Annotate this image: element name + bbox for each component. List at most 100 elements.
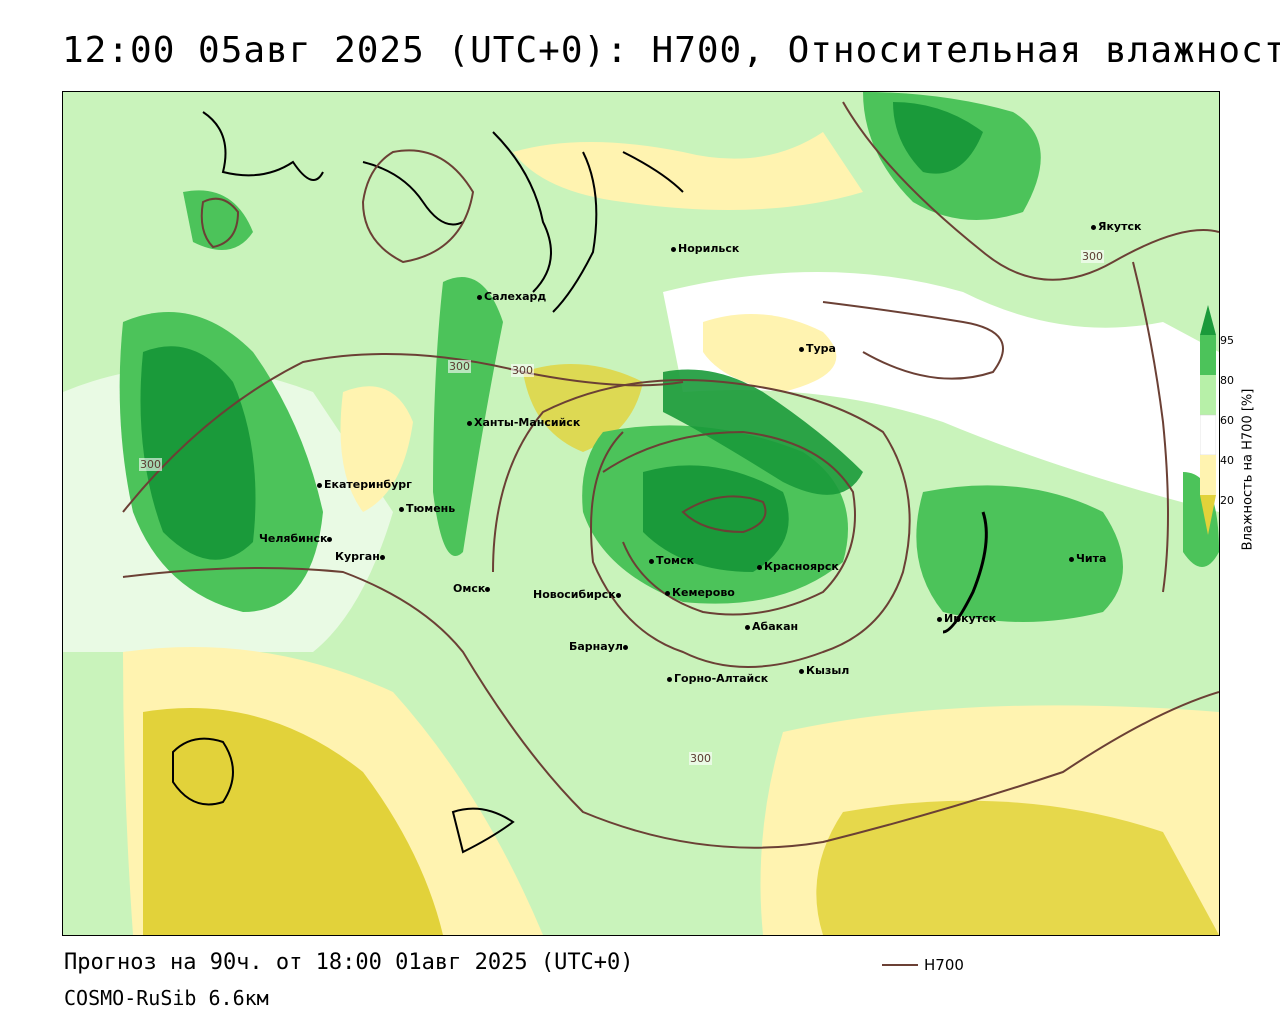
city-dot bbox=[649, 558, 654, 564]
contour-legend-line bbox=[882, 964, 918, 966]
h700-contour bbox=[200, 197, 240, 249]
city-kyzyl: Кызыл bbox=[799, 664, 849, 677]
city-label: Кемерово bbox=[672, 586, 735, 599]
dry-area bbox=[513, 132, 863, 210]
dry-area bbox=[703, 314, 837, 392]
city-label: Салехард bbox=[484, 290, 547, 303]
contour-label: 300 bbox=[139, 458, 162, 471]
city-dot bbox=[477, 294, 482, 300]
moist-area bbox=[916, 485, 1123, 622]
very-dry-area bbox=[816, 800, 1219, 935]
h700-contour bbox=[122, 567, 1219, 849]
coastline bbox=[202, 111, 684, 313]
city-dot bbox=[665, 590, 670, 596]
city-label: Екатеринбург bbox=[324, 478, 412, 491]
very-moist-area bbox=[643, 465, 789, 572]
city-omsk: Омск bbox=[453, 582, 492, 595]
colorbar-tick: 60 bbox=[1220, 414, 1234, 427]
city-gorno-altaysk: Горно-Алтайск bbox=[667, 672, 768, 685]
city-dot bbox=[757, 564, 762, 570]
very-dry-area bbox=[143, 708, 443, 935]
city-yakutsk: Якутск bbox=[1091, 220, 1141, 233]
city-label: Курган bbox=[335, 550, 380, 563]
city-novosibirsk: Новосибирск bbox=[533, 588, 623, 601]
colorbar-tick: 95 bbox=[1220, 334, 1234, 347]
colorbar-title: Влажность на H700 [%] bbox=[1240, 388, 1256, 551]
contour-label: 300 bbox=[689, 752, 712, 765]
colorbar-tick: 20 bbox=[1220, 494, 1234, 507]
city-salekhard: Салехард bbox=[477, 290, 546, 303]
moist-area bbox=[433, 277, 503, 556]
map-canvas bbox=[63, 92, 1219, 935]
city-dot bbox=[745, 624, 750, 630]
h700-contour bbox=[492, 379, 911, 668]
city-norilsk: Норильск bbox=[671, 242, 739, 255]
city-label: Красноярск bbox=[764, 560, 839, 573]
city-krasnoyarsk: Красноярск bbox=[757, 560, 839, 573]
city-kemerovo: Кемерово bbox=[665, 586, 735, 599]
h700-contour bbox=[602, 430, 856, 616]
city-yekaterinburg: Екатеринбург bbox=[317, 478, 412, 491]
city-label: Новосибирск bbox=[533, 588, 616, 601]
humidity-map: 300 300 300 300 300 Якутск Норильск Сале… bbox=[62, 91, 1220, 936]
city-dot bbox=[667, 676, 672, 682]
city-label: Абакан bbox=[752, 620, 799, 633]
city-label: Ханты-Мансийск bbox=[474, 416, 581, 429]
city-label: Якутск bbox=[1098, 220, 1142, 233]
city-label: Норильск bbox=[678, 242, 740, 255]
city-dot bbox=[379, 554, 385, 560]
h700-contours bbox=[122, 101, 1219, 849]
city-dot bbox=[799, 668, 804, 674]
city-dot bbox=[485, 586, 491, 592]
city-dot bbox=[1069, 556, 1074, 562]
city-chita: Чита bbox=[1069, 552, 1106, 565]
city-barnaul: Барнаул bbox=[569, 640, 630, 653]
city-chelyabinsk: Челябинск bbox=[259, 532, 334, 545]
lake-outline bbox=[942, 511, 988, 634]
city-irkutsk: Иркутск bbox=[937, 612, 996, 625]
city-tura: Тура bbox=[799, 342, 836, 355]
h700-contour bbox=[842, 101, 1219, 281]
city-label: Чита bbox=[1076, 552, 1107, 565]
city-dot bbox=[622, 644, 628, 650]
city-tyumen: Тюмень bbox=[399, 502, 455, 515]
city-dot bbox=[317, 482, 322, 488]
h700-contour bbox=[822, 301, 1004, 380]
very-dry-area bbox=[523, 364, 643, 452]
humidity-colorbar bbox=[1199, 305, 1217, 535]
city-label: Иркутск bbox=[944, 612, 997, 625]
city-khanty-mansiysk: Ханты-Мансийск bbox=[467, 416, 580, 429]
city-label: Кызыл bbox=[806, 664, 850, 677]
city-dot bbox=[671, 246, 676, 252]
very-moist-area bbox=[893, 102, 983, 174]
forecast-info: Прогноз на 90ч. от 18:00 01авг 2025 (UTC… bbox=[64, 950, 634, 975]
city-dot bbox=[937, 616, 942, 622]
lake-outline bbox=[172, 737, 234, 806]
city-tomsk: Томск bbox=[649, 554, 694, 567]
city-dot bbox=[799, 346, 804, 352]
city-label: Тура bbox=[806, 342, 836, 355]
city-label: Челябинск bbox=[259, 532, 328, 545]
colorbar-tick: 80 bbox=[1220, 374, 1234, 387]
city-dot bbox=[399, 506, 404, 512]
city-abakan: Абакан bbox=[745, 620, 798, 633]
very-moist-area bbox=[663, 369, 863, 495]
contour-label: 300 bbox=[511, 364, 534, 377]
contour-label: 300 bbox=[448, 360, 471, 373]
contour-legend-label: H700 bbox=[924, 956, 964, 974]
dry-area bbox=[340, 386, 413, 512]
lake-outline bbox=[451, 807, 515, 854]
city-dot bbox=[615, 592, 621, 598]
moist-area bbox=[183, 190, 253, 250]
map-title: 12:00 05авг 2025 (UTC+0): H700, Относите… bbox=[62, 30, 1280, 71]
city-label: Барнаул bbox=[569, 640, 623, 653]
h700-contour bbox=[122, 353, 684, 513]
city-label: Томск bbox=[656, 554, 695, 567]
colorbar-tick: 40 bbox=[1220, 454, 1234, 467]
city-dot bbox=[467, 420, 472, 426]
very-moist-area bbox=[140, 346, 256, 560]
city-label: Тюмень bbox=[406, 502, 456, 515]
city-dot bbox=[327, 536, 333, 542]
contour-label: 300 bbox=[1081, 250, 1104, 263]
model-name: COSMO-RuSib 6.6км bbox=[64, 986, 269, 1010]
